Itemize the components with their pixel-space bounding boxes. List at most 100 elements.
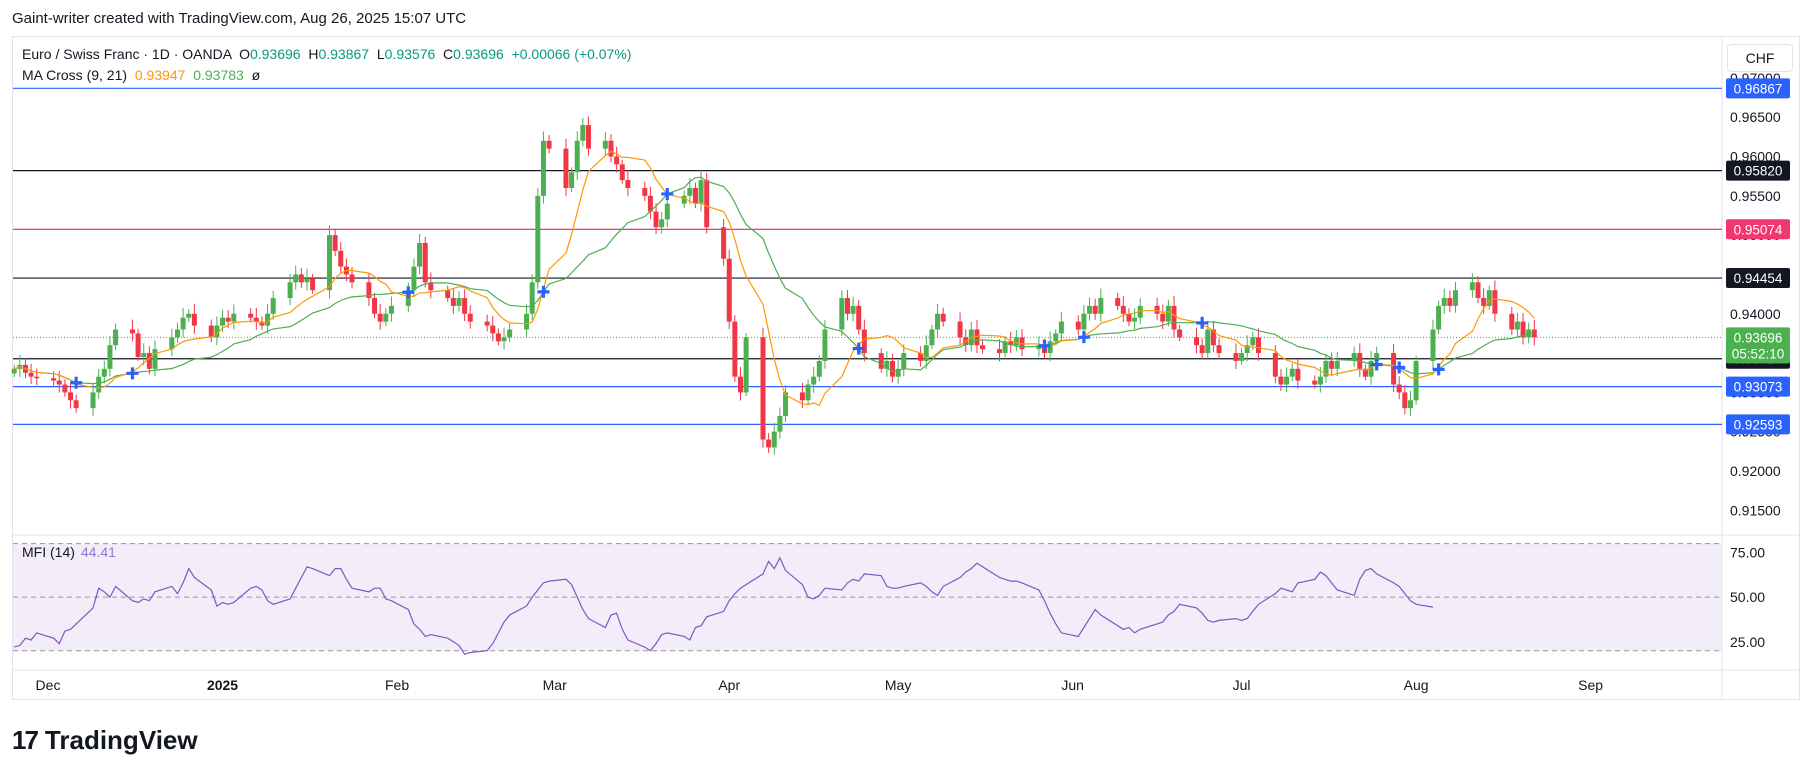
time-tick-label: Aug — [1404, 677, 1429, 693]
level-price-tag: 0.92593 — [1726, 414, 1790, 435]
ma-hidden-icon[interactable]: ø — [251, 67, 261, 83]
candle-body — [681, 195, 687, 204]
candle-body — [1053, 333, 1059, 342]
candle-body — [208, 325, 214, 338]
candle-body — [642, 187, 648, 196]
candle-body — [129, 329, 135, 334]
candle-body — [141, 353, 147, 358]
currency-button[interactable]: CHF — [1727, 44, 1793, 72]
candle-body — [580, 125, 586, 141]
mfi-label[interactable]: MFI (14) — [22, 544, 75, 560]
candle-body — [1199, 345, 1205, 354]
candle-body — [1058, 321, 1064, 334]
candle-body — [783, 392, 789, 416]
tradingview-brand[interactable]: 17 TradingView — [12, 725, 198, 756]
level-price-tag: 0.95074 — [1726, 219, 1790, 240]
candle-body — [1002, 341, 1008, 354]
candle-body — [11, 368, 17, 374]
candle-body — [180, 317, 186, 330]
candle-body — [918, 353, 924, 361]
candle-body — [1154, 305, 1160, 314]
candle-body — [935, 313, 941, 330]
mfi-line — [14, 556, 1434, 656]
candle-body — [1520, 321, 1526, 338]
low-value: 0.93576 — [384, 46, 436, 62]
candle-body — [417, 242, 423, 267]
ma-slow-value: 0.93783 — [193, 67, 244, 83]
candle-body — [28, 372, 34, 377]
candle-body — [1205, 329, 1211, 354]
candle-body — [1171, 305, 1177, 330]
candle-body — [957, 321, 963, 338]
high-value: 0.93867 — [318, 46, 370, 62]
candle-body — [1250, 337, 1256, 346]
candle-body — [777, 415, 783, 432]
time-tick-label: Feb — [385, 677, 409, 693]
candle-body — [766, 439, 772, 448]
candle-body — [51, 378, 57, 381]
level-price-tag-bg — [1726, 160, 1790, 181]
candle-body — [1115, 298, 1121, 306]
candle-body — [214, 325, 220, 338]
candle-body — [1278, 376, 1284, 385]
candle-body — [1244, 345, 1250, 354]
moving-averages — [14, 150, 1535, 407]
level-price-tag-text: 0.95074 — [1734, 222, 1783, 237]
candle-body — [507, 329, 513, 338]
candle-body — [692, 187, 698, 204]
ma-cross-marker — [70, 376, 83, 389]
candle-body — [169, 337, 175, 350]
candle-body — [540, 140, 546, 196]
ma-cross-label[interactable]: MA Cross (9, 21) — [22, 67, 128, 83]
time-tick-label: Mar — [543, 677, 567, 693]
candle-body — [501, 337, 507, 342]
candle-body — [327, 235, 332, 291]
candle-body — [771, 431, 777, 448]
candle-body — [1413, 360, 1419, 401]
level-price-tag-bg — [1726, 268, 1790, 289]
candle-body — [895, 368, 901, 377]
price-tags: 0.968670.958200.950740.944540.934280.930… — [1726, 78, 1790, 435]
level-price-tag-bg — [1726, 414, 1790, 435]
candle-body — [456, 298, 462, 306]
candle-body — [428, 282, 434, 291]
candle-body — [62, 384, 68, 393]
candle-body — [546, 140, 552, 149]
candle-body — [174, 329, 180, 338]
candle-body — [495, 333, 501, 342]
level-price-tag: 0.96867 — [1726, 78, 1790, 99]
candle-body — [220, 317, 226, 326]
mfi-tick-label: 50.00 — [1730, 589, 1765, 605]
symbol-title[interactable]: Euro / Swiss Franc · 1D · OANDA — [22, 46, 232, 62]
low-label: L — [376, 46, 385, 62]
candle-body — [231, 313, 237, 322]
mfi-pane: 75.00 50.00 25.00 — [13, 543, 1765, 656]
candle-body — [68, 392, 74, 401]
candle-body — [90, 392, 96, 409]
candle-body — [101, 368, 107, 377]
candle-body — [377, 313, 383, 322]
ma-fast-line — [14, 150, 1535, 407]
ma-slow-line — [14, 176, 1535, 385]
change-value: +0.00066 (+0.07%) — [511, 46, 632, 62]
candle-body — [56, 380, 62, 385]
time-tick-label: Sep — [1578, 677, 1603, 693]
level-price-tag-text: 0.92593 — [1734, 417, 1783, 432]
tradingview-logo-icon: 17 — [12, 725, 39, 755]
candle-body — [1216, 345, 1222, 354]
candle-body — [614, 156, 620, 165]
candle-body — [107, 345, 113, 369]
price-tick-label: 0.96000 — [1730, 148, 1781, 164]
candle-body — [1075, 321, 1081, 330]
mfi-legend: MFI (14) 44.41 — [22, 544, 116, 560]
candle-body — [647, 195, 653, 212]
ma-cross-markers — [70, 187, 1445, 389]
candle-body — [1013, 337, 1019, 346]
candle-body — [1239, 353, 1245, 361]
candle-body — [1481, 298, 1487, 306]
candle-body — [1019, 337, 1025, 350]
candle-body — [462, 298, 468, 314]
candle-body — [1092, 305, 1098, 314]
